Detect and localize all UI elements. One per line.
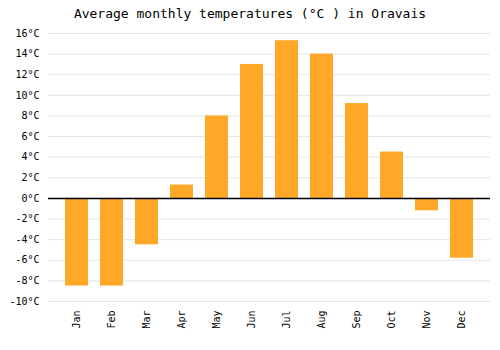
svg-text:16°C: 16°C	[15, 28, 39, 39]
svg-text:-10°C: -10°C	[9, 296, 39, 307]
svg-text:Dec: Dec	[456, 311, 467, 329]
svg-text:8°C: 8°C	[21, 110, 39, 121]
svg-text:Jun: Jun	[246, 311, 257, 329]
svg-text:10°C: 10°C	[15, 90, 39, 101]
svg-text:Mar: Mar	[141, 311, 152, 329]
svg-text:Nov: Nov	[421, 311, 432, 329]
svg-text:Aug: Aug	[316, 311, 327, 329]
svg-text:6°C: 6°C	[21, 131, 39, 142]
svg-text:Jan: Jan	[71, 311, 82, 329]
svg-text:-2°C: -2°C	[15, 213, 39, 224]
svg-text:May: May	[211, 311, 222, 329]
svg-text:Sep: Sep	[351, 311, 362, 329]
svg-text:4°C: 4°C	[21, 151, 39, 162]
svg-text:Apr: Apr	[176, 311, 187, 329]
svg-text:-6°C: -6°C	[15, 254, 39, 265]
html-text:Average monthly temperatures (: Average monthly temperatures (°C ) in Or…	[73, 6, 427, 21]
svg-text:Oct: Oct	[386, 311, 397, 329]
svg-text:Jul: Jul	[281, 311, 292, 329]
svg-text:-8°C: -8°C	[15, 275, 39, 286]
svg-text:14°C: 14°C	[15, 48, 39, 59]
svg-text:12°C: 12°C	[15, 69, 39, 80]
svg-text:Feb: Feb	[106, 311, 117, 329]
svg-text:-4°C: -4°C	[15, 234, 39, 245]
svg-text:2°C: 2°C	[21, 172, 39, 183]
svg-text:0°C: 0°C	[21, 193, 39, 204]
